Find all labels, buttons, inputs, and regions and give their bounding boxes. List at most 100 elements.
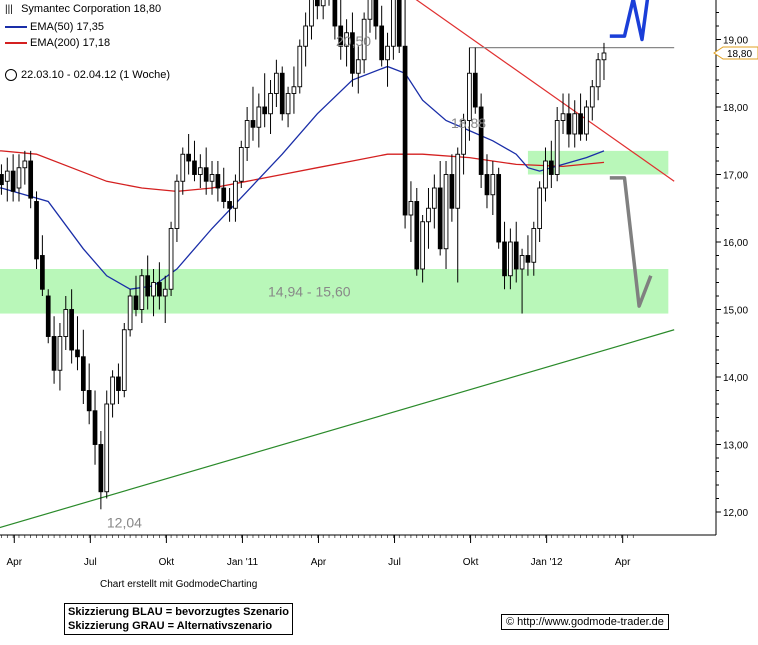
candle-body	[110, 376, 115, 405]
candle-body	[484, 174, 490, 196]
candle-body	[396, 0, 402, 47]
candle	[285, 86, 291, 128]
candle	[86, 363, 92, 425]
candle	[238, 140, 244, 188]
candle	[186, 134, 191, 175]
candle	[174, 174, 180, 242]
candle	[221, 167, 227, 209]
candle-body	[344, 32, 349, 47]
candle-body	[472, 72, 478, 108]
candle	[513, 221, 519, 283]
candle	[332, 0, 338, 40]
candle	[262, 73, 268, 128]
candle	[121, 323, 127, 398]
candle-body	[385, 45, 390, 61]
candle-body	[80, 356, 86, 391]
candle	[338, 0, 344, 60]
candle-body	[560, 113, 566, 121]
candle	[584, 100, 589, 141]
candle-body	[274, 72, 279, 94]
candle-body	[104, 403, 110, 493]
candle	[595, 53, 601, 101]
ema50-swatch	[5, 26, 27, 29]
y-tick-label: 17,00	[723, 171, 748, 182]
candle	[192, 140, 197, 182]
candle-body	[279, 72, 285, 115]
y-tick-label: 16,00	[723, 238, 748, 249]
candle	[151, 269, 156, 317]
candle-body	[379, 25, 385, 61]
candle	[4, 157, 10, 202]
candle-body	[578, 113, 583, 135]
candlesticks	[0, 0, 607, 510]
candle-body	[314, 0, 320, 7]
candle-body	[221, 187, 227, 202]
candle-body	[157, 282, 162, 297]
candle	[180, 147, 186, 195]
candle	[478, 93, 484, 188]
candle	[467, 47, 472, 141]
candle-body	[449, 174, 455, 209]
candle-body	[168, 228, 174, 290]
candle	[566, 93, 572, 148]
candle-body	[601, 52, 607, 61]
candle	[133, 275, 139, 317]
candle	[268, 80, 273, 134]
candle-body	[572, 113, 578, 135]
candle-body	[28, 160, 34, 199]
candle-body	[22, 160, 28, 169]
y-tick-label: 18,00	[723, 103, 748, 114]
candle	[502, 221, 507, 290]
candle	[543, 147, 548, 202]
annotation-label: 12,04	[107, 514, 142, 530]
candle	[110, 370, 115, 418]
candle	[320, 0, 326, 20]
candle-body	[291, 86, 297, 94]
x-tick-label: Okt	[463, 557, 479, 568]
legend-ema200: EMA(200) 17,18	[5, 37, 110, 49]
candle-body	[309, 0, 314, 27]
candle-body	[478, 106, 484, 175]
x-tick-label: Apr	[6, 557, 22, 568]
candle-body	[244, 120, 250, 148]
candle-body	[437, 187, 443, 250]
y-tick-label: 14,00	[723, 373, 748, 384]
candle	[431, 174, 437, 229]
candle-body	[4, 170, 10, 182]
candle-body	[233, 180, 238, 209]
candle	[361, 12, 367, 74]
candle	[145, 255, 151, 310]
note-blue: Skizzierung BLAU = bevorzugtes Szenario	[68, 606, 289, 618]
candle-body	[139, 275, 145, 310]
candle	[279, 66, 285, 121]
candle	[531, 221, 537, 276]
scenario-notes: Skizzierung BLAU = bevorzugtes Szenario …	[64, 603, 293, 635]
candle	[525, 235, 531, 276]
source-link[interactable]: © http://www.godmode-trader.de	[501, 614, 669, 630]
candle	[215, 161, 221, 202]
annotation-label: 14,94 - 15,60	[268, 283, 351, 299]
candle	[455, 147, 461, 283]
candle-body	[162, 288, 168, 297]
candle-body	[116, 376, 121, 391]
candle	[355, 46, 361, 94]
candle-body	[133, 295, 139, 310]
candle-body	[151, 282, 156, 297]
y-tick-label: 13,00	[723, 441, 748, 452]
candle	[256, 93, 262, 148]
candle-body	[127, 295, 133, 331]
candle	[589, 80, 595, 121]
candle	[309, 0, 314, 40]
candle-body	[0, 174, 4, 186]
candle	[328, 0, 330, 6]
candle-body	[69, 309, 74, 351]
y-tick-label: 19,00	[723, 36, 748, 47]
candle	[203, 147, 209, 195]
candle	[461, 113, 466, 175]
candle	[484, 154, 490, 209]
candle-body	[502, 241, 507, 277]
candle-body	[75, 349, 80, 358]
candle	[572, 100, 578, 148]
candle-body	[455, 153, 461, 209]
candle	[601, 42, 607, 80]
